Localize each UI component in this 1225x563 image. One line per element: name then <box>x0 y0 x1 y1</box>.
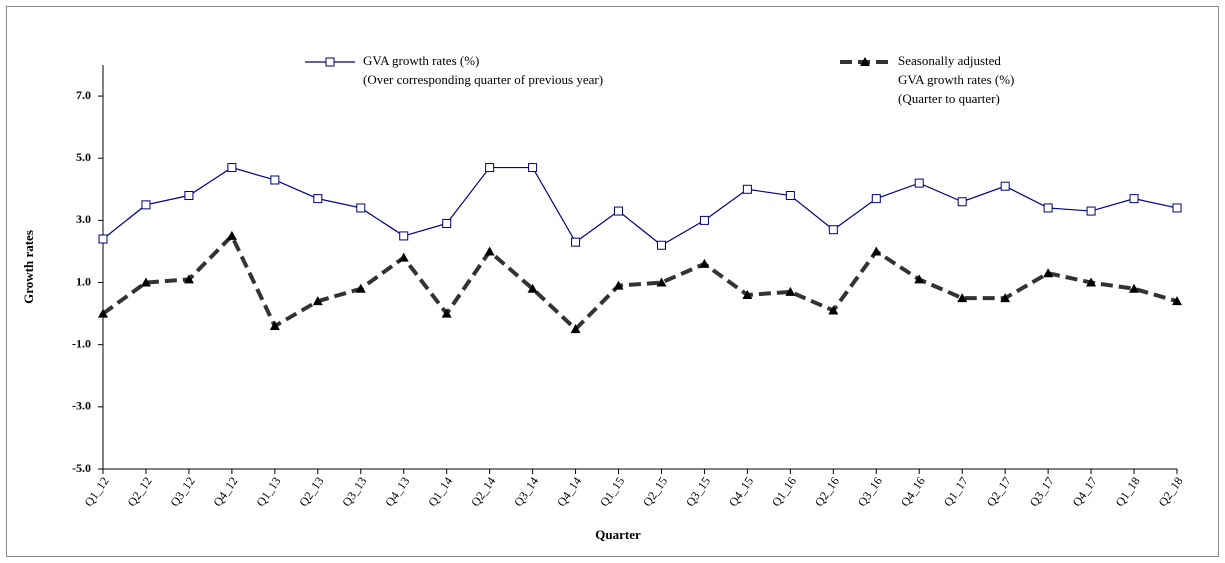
point <box>1172 296 1182 306</box>
point <box>828 225 838 235</box>
x-tick-label: Q4_16 <box>898 474 928 509</box>
x-tick-label: Q1_16 <box>769 474 799 509</box>
x-tick-label: Q2_13 <box>296 474 326 509</box>
x-tick-label: Q1_12 <box>82 474 112 509</box>
point <box>1129 194 1139 204</box>
y-tick-label: -5.0 <box>72 461 91 475</box>
point <box>613 280 624 290</box>
point <box>656 277 667 287</box>
y-tick-label: 1.0 <box>76 274 91 288</box>
y-tick-label: -1.0 <box>72 336 91 350</box>
point <box>98 308 108 318</box>
point <box>656 240 666 250</box>
point <box>355 283 366 293</box>
legend-label: (Quarter to quarter) <box>898 91 1000 106</box>
point <box>785 191 795 201</box>
point <box>828 305 839 315</box>
x-tick-label: Q3_13 <box>339 474 369 509</box>
x-tick-label: Q3_16 <box>855 474 885 509</box>
x-tick-label: Q2_17 <box>984 474 1014 509</box>
point <box>1043 203 1053 213</box>
point <box>269 321 280 331</box>
point <box>184 191 194 201</box>
x-tick-label: Q1_13 <box>253 474 283 509</box>
point <box>441 308 452 318</box>
x-tick-label: Q1_18 <box>1113 474 1143 509</box>
point <box>957 293 968 303</box>
point <box>957 197 967 207</box>
point <box>98 234 108 244</box>
point <box>571 237 581 247</box>
x-tick-label: Q3_12 <box>167 474 197 509</box>
point <box>527 283 538 293</box>
x-tick-label: Q1_14 <box>425 474 455 509</box>
point <box>442 218 452 228</box>
point <box>141 200 151 210</box>
y-tick-label: 5.0 <box>76 150 91 164</box>
point <box>914 178 924 188</box>
x-tick-label: Q4_17 <box>1070 474 1100 509</box>
y-axis-title: Growth rates <box>21 230 36 304</box>
point <box>699 215 709 225</box>
legend-marker <box>325 57 335 67</box>
x-tick-label: Q3_15 <box>683 474 713 509</box>
legend-label: GVA growth rates (%) <box>898 72 1014 87</box>
point <box>871 246 882 256</box>
y-tick-label: 3.0 <box>76 212 91 226</box>
point <box>1000 181 1010 191</box>
point <box>528 163 538 173</box>
series-line <box>102 166 1178 246</box>
point <box>485 163 495 173</box>
legend-label: (Over corresponding quarter of previous … <box>363 72 603 87</box>
series-line <box>101 232 1178 332</box>
point <box>399 231 409 241</box>
x-tick-label: Q3_17 <box>1027 474 1057 509</box>
point <box>614 206 624 216</box>
x-tick-label: Q2_18 <box>1156 474 1186 509</box>
x-tick-label: Q2_12 <box>124 474 154 509</box>
x-tick-label: Q2_15 <box>640 474 670 509</box>
x-tick-label: Q1_15 <box>597 474 627 509</box>
point <box>1172 203 1182 213</box>
point <box>312 296 323 306</box>
legend-label: GVA growth rates (%) <box>363 53 479 68</box>
point <box>742 289 753 299</box>
point <box>1086 277 1097 287</box>
point <box>1086 206 1096 216</box>
x-tick-label: Q4_15 <box>726 474 756 509</box>
x-tick-label: Q4_14 <box>554 474 584 509</box>
x-axis-title: Quarter <box>595 527 641 542</box>
point <box>570 324 581 334</box>
point <box>484 246 495 256</box>
point <box>914 274 925 284</box>
point <box>227 163 237 173</box>
point <box>1043 268 1054 278</box>
y-tick-label: 7.0 <box>76 88 91 102</box>
point <box>398 252 409 262</box>
x-tick-label: Q3_14 <box>511 474 541 509</box>
x-tick-label: Q2_16 <box>812 474 842 509</box>
point <box>226 230 237 240</box>
point <box>313 194 323 204</box>
legend-label: Seasonally adjusted <box>898 53 1001 68</box>
x-tick-label: Q1_17 <box>941 474 971 509</box>
point <box>742 184 752 194</box>
point <box>140 277 151 287</box>
x-tick-label: Q2_14 <box>468 474 498 509</box>
x-tick-label: Q4_12 <box>210 474 240 509</box>
point <box>1129 283 1140 293</box>
point <box>871 194 881 204</box>
legend-marker <box>860 57 870 66</box>
point <box>183 274 194 284</box>
point <box>785 286 796 296</box>
chart-frame <box>6 6 1219 557</box>
x-tick-label: Q4_13 <box>382 474 412 509</box>
y-tick-label: -3.0 <box>72 399 91 413</box>
point <box>270 175 280 185</box>
point <box>356 203 366 213</box>
point <box>1000 293 1011 303</box>
point <box>699 258 710 268</box>
